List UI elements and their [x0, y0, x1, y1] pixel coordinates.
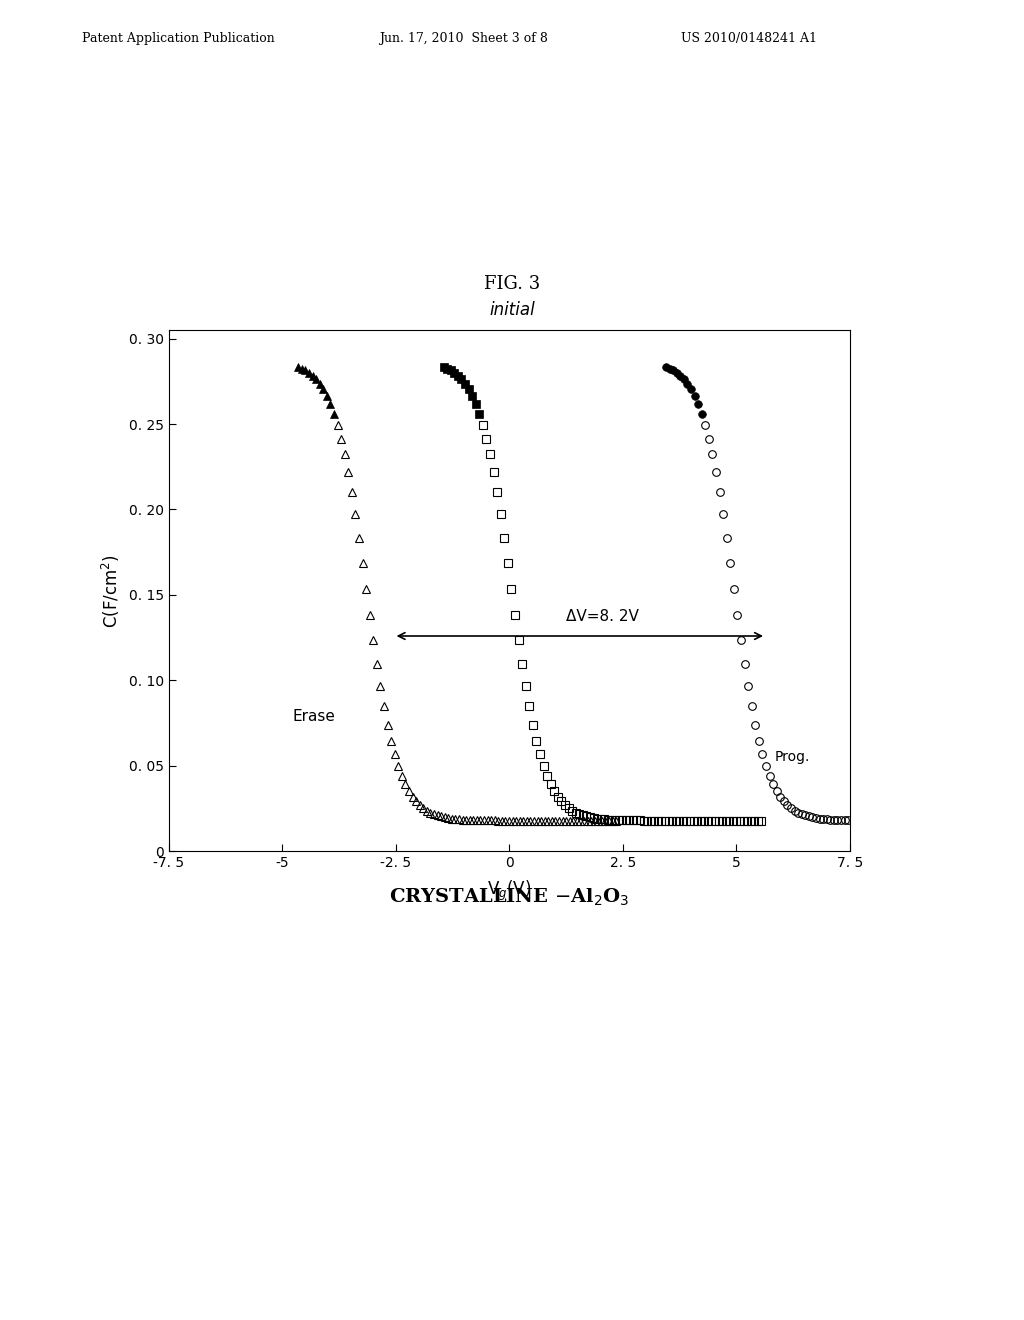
Text: US 2010/0148241 A1: US 2010/0148241 A1 [681, 32, 817, 45]
X-axis label: V$_g$(V): V$_g$(V) [487, 879, 531, 903]
Text: Erase: Erase [293, 709, 336, 723]
Text: Prog.: Prog. [775, 750, 810, 764]
Text: FIG. 3: FIG. 3 [484, 275, 540, 293]
Text: Jun. 17, 2010  Sheet 3 of 8: Jun. 17, 2010 Sheet 3 of 8 [379, 32, 548, 45]
Text: ΔV=8. 2V: ΔV=8. 2V [566, 609, 639, 624]
Text: Patent Application Publication: Patent Application Publication [82, 32, 274, 45]
Y-axis label: C(F/cm$^2$): C(F/cm$^2$) [100, 554, 122, 627]
Text: CRYSTALLINE $-$Al$_2$O$_3$: CRYSTALLINE $-$Al$_2$O$_3$ [389, 887, 629, 908]
Text: initial: initial [489, 301, 535, 319]
